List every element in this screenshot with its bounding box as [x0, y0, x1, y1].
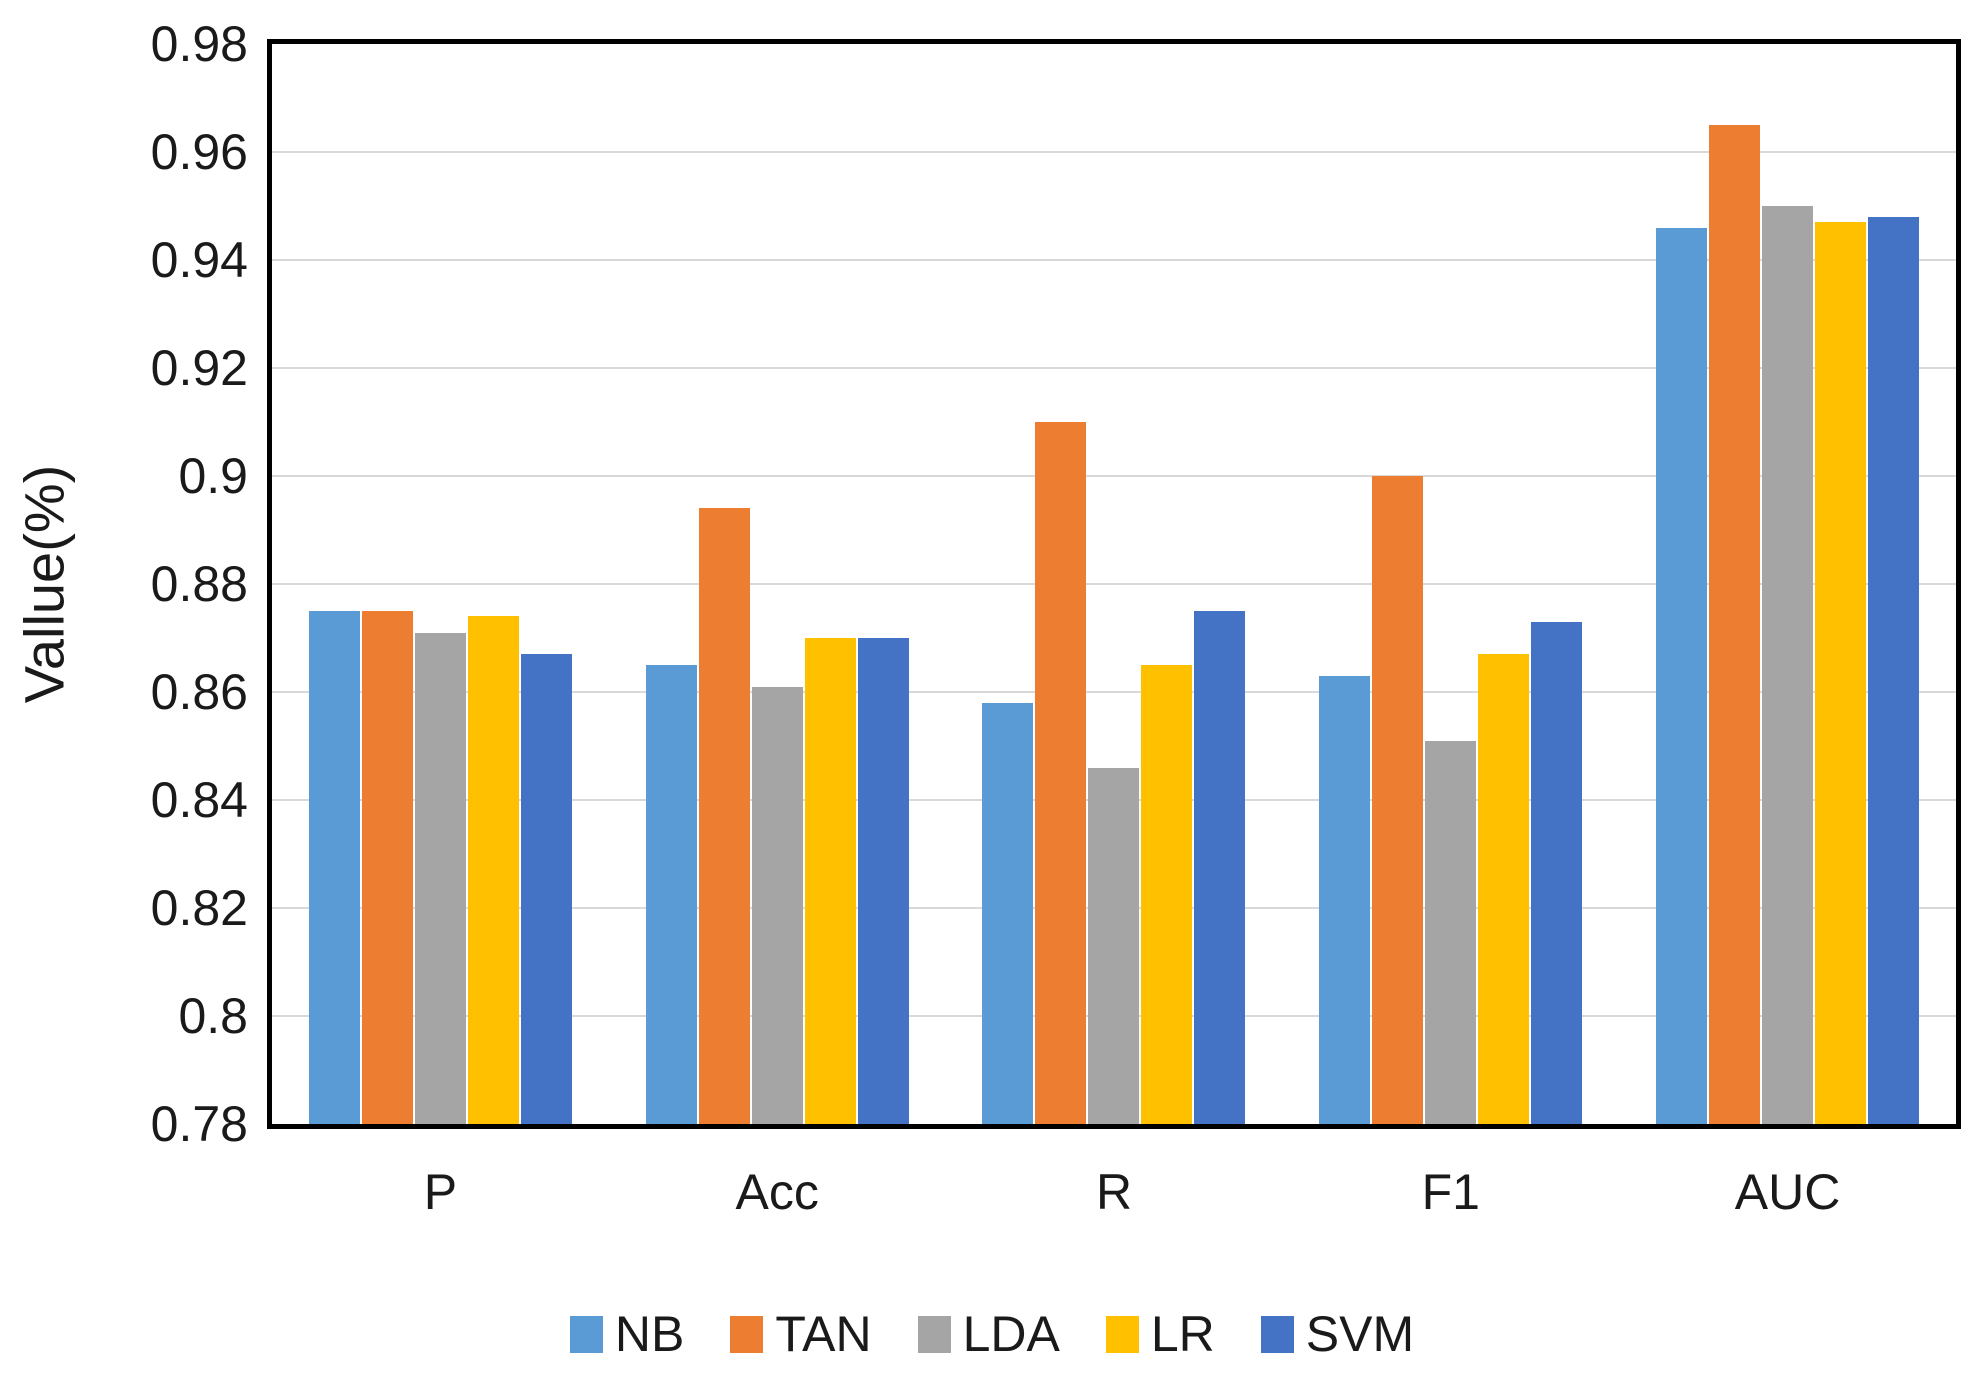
bar-tan-r — [1035, 422, 1087, 1124]
bar-nb-f1 — [1319, 675, 1371, 1124]
gridline — [272, 367, 1956, 369]
bar-nb-auc — [1656, 227, 1708, 1124]
bar-lr-p — [467, 616, 519, 1124]
category-group-acc — [609, 44, 946, 1124]
y-tick-label: 0.84 — [150, 772, 248, 828]
legend-item-lda: LDA — [917, 1306, 1060, 1362]
category-group-r — [946, 44, 1283, 1124]
bar-lda-acc — [751, 686, 803, 1124]
bar-lr-f1 — [1478, 654, 1530, 1124]
legend-marker-svm — [1260, 1315, 1294, 1353]
bar-svm-acc — [857, 638, 909, 1124]
bar-nb-p — [308, 611, 360, 1124]
bar-svm-p — [520, 654, 572, 1124]
y-tick-label: 0.9 — [178, 448, 248, 504]
gridline — [272, 151, 1956, 153]
bar-svm-r — [1194, 611, 1246, 1124]
category-group-auc — [1619, 44, 1956, 1124]
bar-lr-auc — [1815, 222, 1867, 1124]
legend: NB TAN LDA LR SVM — [0, 1296, 1984, 1372]
gridline — [272, 259, 1956, 261]
bar-nb-acc — [645, 665, 697, 1124]
legend-label-lda: LDA — [962, 1306, 1060, 1362]
plot-area — [272, 44, 1956, 1124]
bar-lda-p — [414, 632, 466, 1124]
x-category-label-f1: F1 — [1421, 1164, 1480, 1220]
y-tick-label: 0.86 — [150, 664, 248, 720]
y-tick-label: 0.92 — [150, 340, 248, 396]
legend-marker-tan — [730, 1315, 764, 1353]
legend-label-nb: NB — [614, 1306, 685, 1362]
bar-lr-r — [1141, 665, 1193, 1124]
bar-lr-acc — [804, 638, 856, 1124]
bar-svm-auc — [1868, 216, 1920, 1124]
bar-lda-auc — [1762, 206, 1814, 1124]
bar-tan-acc — [698, 508, 750, 1124]
x-category-label-p: P — [423, 1164, 458, 1220]
y-tick-label: 0.94 — [150, 232, 248, 288]
legend-label-lr: LR — [1150, 1306, 1215, 1362]
x-category-label-auc: AUC — [1734, 1164, 1841, 1220]
bar-tan-p — [361, 611, 413, 1124]
bar-lda-f1 — [1425, 740, 1477, 1124]
legend-label-svm: SVM — [1305, 1306, 1415, 1362]
legend-item-tan: TAN — [730, 1306, 872, 1362]
y-tick-label: 0.88 — [150, 556, 248, 612]
y-tick-label: 0.98 — [150, 16, 248, 72]
x-category-label-r: R — [1095, 1164, 1133, 1220]
gridline — [272, 691, 1956, 693]
legend-marker-nb — [569, 1315, 603, 1353]
y-tick-label: 0.82 — [150, 880, 248, 936]
y-tick-label: 0.96 — [150, 124, 248, 180]
legend-item-svm: SVM — [1260, 1306, 1415, 1362]
legend-item-nb: NB — [569, 1306, 685, 1362]
x-category-label-acc: Acc — [735, 1164, 819, 1220]
plot-border — [267, 39, 1961, 1129]
legend-item-lr: LR — [1105, 1306, 1215, 1362]
bar-lda-r — [1088, 767, 1140, 1124]
y-tick-label: 0.8 — [178, 988, 248, 1044]
gridline — [272, 475, 1956, 477]
y-tick-label: 0.78 — [150, 1096, 248, 1152]
legend-label-tan: TAN — [775, 1306, 872, 1362]
category-group-f1 — [1282, 44, 1619, 1124]
gridline — [272, 583, 1956, 585]
category-group-p — [272, 44, 609, 1124]
legend-marker-lda — [917, 1315, 951, 1353]
bar-svm-f1 — [1531, 621, 1583, 1124]
bar-tan-auc — [1709, 125, 1761, 1124]
bar-tan-f1 — [1372, 476, 1424, 1124]
bar-nb-r — [982, 702, 1034, 1124]
legend-marker-lr — [1105, 1315, 1139, 1353]
